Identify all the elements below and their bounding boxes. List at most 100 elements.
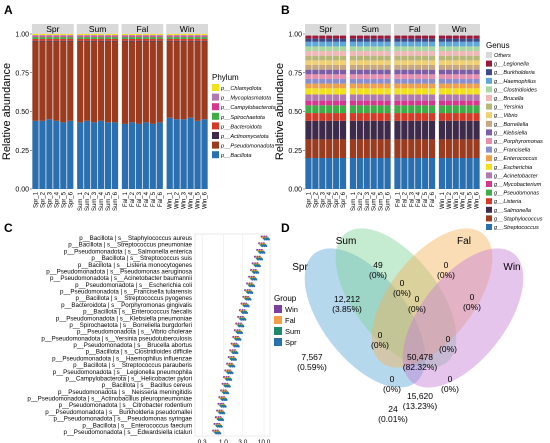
bar-segment [98,120,105,189]
bar-segment [370,46,377,52]
bar-segment [466,55,473,61]
bar-segment [394,158,401,189]
bar-segment [187,37,194,39]
bar-segment [356,83,363,89]
bar-segment [349,83,357,89]
bar-segment [349,51,357,56]
bar-segment [466,158,473,189]
region-percent: (0%) [369,270,387,280]
bar-segment [166,37,173,39]
legend-label: p__Bacteroidota [220,124,262,130]
bar-segment [326,120,333,140]
bar-segment [422,94,429,101]
bar-segment [384,100,391,106]
bar-segment [459,88,466,95]
bar-segment [401,158,408,189]
bar-segment [428,38,436,42]
bar-segment [173,37,180,39]
bar-segment [333,100,340,106]
bar-segment [305,38,312,42]
bar-segment [438,46,446,52]
y-tick-label: p__Pseudomonadota | s__Edwardsiella icta… [63,429,192,436]
bar-segment [312,100,319,106]
bar-segment [84,38,91,41]
region-count: 0 [444,260,449,270]
bar-segment [415,34,422,36]
bar-segment [473,65,480,70]
bar-segment [415,60,422,65]
bar-segment [333,83,340,89]
bar-segment [415,69,422,75]
bar-segment [128,122,136,189]
bar-segment [459,51,466,56]
bar-segment [438,34,446,36]
bar-segment [452,41,459,47]
legend-label: p__Campylobacterota [220,105,276,111]
legend-swatch [212,93,219,101]
panel-label: D [281,221,290,235]
data-point [244,318,247,321]
panel-label: B [281,3,290,17]
facet-panel [349,34,391,189]
bar-segment [394,74,401,79]
bar-segment [370,38,377,42]
y-tick-label: 0.25 [288,148,302,155]
bar-segment [415,35,422,39]
bar-segment [363,74,370,79]
bar-segment [32,41,39,121]
bar-segment [445,34,452,36]
bar-segment [459,35,466,39]
y-tick-label: p__Pseudomonadota | s__Francisella tular… [60,289,192,296]
bar-segment [305,158,312,189]
bar-segment [459,120,466,140]
bar-segment [312,55,319,61]
bar-segment [84,120,91,189]
bar-segment [67,120,74,189]
data-point [241,311,245,315]
bar-segment [173,40,180,42]
region-percent: (0%) [393,288,411,298]
bar-segment [333,69,340,75]
legend-swatch [274,338,282,346]
bar-segment [356,158,363,189]
y-tick-label: p__Pseudomonadota | s__Klebsiella pneumo… [56,315,193,322]
bar-segment [326,41,333,47]
legend-label: g__Staphylococcus [494,216,543,222]
bar-segment [173,119,180,189]
bar-segment [377,41,384,47]
bar-segment [466,105,473,114]
bar-segment [312,69,319,75]
bar-segment [459,41,466,47]
bar-segment [32,38,39,41]
bar-segment [149,36,156,38]
data-point [251,278,254,281]
bar-segment [187,36,194,38]
region-percent: (0%) [371,340,389,350]
data-point [224,405,227,408]
bar-segment [452,83,459,89]
bar-segment [104,41,112,123]
bar-segment [466,139,473,158]
bar-segment [349,94,357,101]
bar-segment [384,74,391,79]
bar-segment [142,37,149,39]
x-tick-label: Spr_5 [61,191,67,208]
x-tick-label: 1.0 [219,439,228,443]
bar-segment [326,35,333,39]
bar-segment [98,35,105,37]
bar-segment [326,55,333,61]
bar-segment [377,113,384,121]
bar-segment [46,35,53,37]
bar-segment [415,88,422,95]
bar-segment [452,60,459,65]
bar-segment [401,38,408,42]
bar-segment [384,94,391,101]
bar-segment [445,100,452,106]
bar-segment [312,60,319,65]
bar-segment [349,34,357,36]
region-percent: (0.01%) [378,414,408,424]
legend-label: g__Vibrio [494,113,518,119]
bar-segment [370,88,377,95]
facet-panel [166,34,208,189]
bar-segment [349,41,357,47]
